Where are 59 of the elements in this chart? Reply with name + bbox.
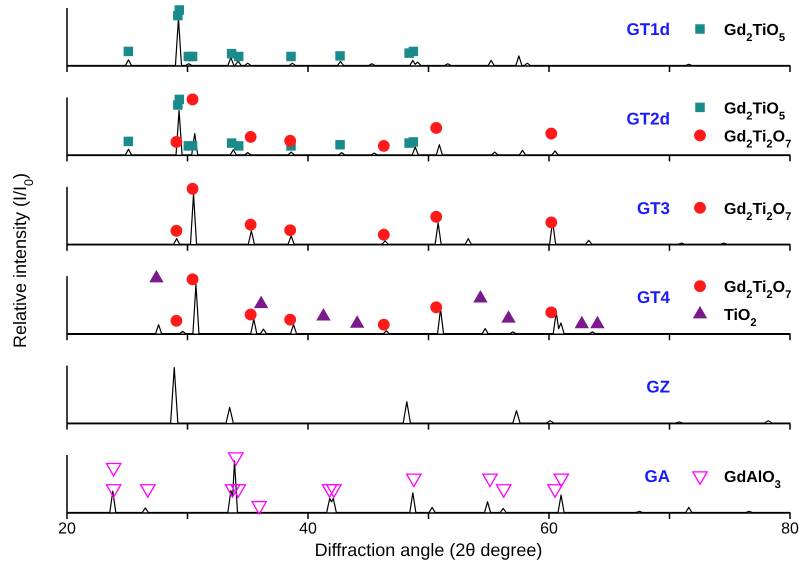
annotation: GT2d (626, 109, 670, 128)
point (378, 228, 390, 241)
point (186, 182, 198, 195)
point (545, 128, 558, 140)
x-axis-title: Diffraction angle (2θ degree) (314, 540, 542, 560)
point (430, 122, 442, 134)
annotation: GT1d (626, 20, 670, 39)
annotation: GT4 (636, 288, 671, 308)
point (124, 46, 134, 56)
point (244, 218, 257, 231)
point (230, 484, 246, 498)
point (106, 462, 122, 477)
point (430, 210, 442, 223)
legend-label: TiO$_{2}$ (724, 307, 757, 330)
point (482, 473, 498, 488)
x-tick-label: 40 (299, 520, 317, 538)
point (186, 93, 198, 106)
point (284, 134, 296, 147)
point (188, 52, 198, 62)
legend-label: Gd$_{2}$Ti$_{2}$O$_{7}$ (724, 128, 792, 150)
point (408, 137, 418, 147)
point (547, 484, 563, 498)
point (284, 224, 296, 236)
point (234, 141, 244, 151)
point (286, 52, 296, 62)
point (378, 140, 390, 152)
point (224, 484, 240, 498)
point (124, 136, 134, 146)
point (335, 51, 345, 61)
point (251, 500, 268, 515)
point (174, 5, 184, 15)
point (335, 140, 345, 150)
x-tick-label: 20 (58, 520, 76, 538)
x-tick-label: 60 (540, 520, 558, 538)
point (234, 52, 244, 62)
point (406, 473, 422, 488)
x-tick-label: 80 (781, 520, 799, 538)
point (170, 136, 182, 148)
legend-label: GdAlO$_{3}$ (724, 469, 781, 491)
point (170, 224, 182, 237)
point (545, 216, 558, 228)
point (496, 484, 512, 498)
legend-label: Gd$_{2}$Ti$_{2}$O$_{7}$ (724, 279, 792, 302)
point (106, 484, 122, 498)
point (140, 484, 156, 498)
point (228, 452, 244, 466)
annotation: GZ (646, 378, 670, 397)
legend-label: Gd$_{2}$TiO$_{5}$ (724, 22, 786, 44)
point (188, 141, 198, 151)
point (174, 94, 184, 104)
legend-label: Gd$_{2}$Ti$_{2}$O$_{7}$ (724, 200, 792, 223)
point (408, 46, 418, 56)
point (244, 131, 257, 143)
point (553, 473, 570, 488)
annotation: GT3 (636, 198, 670, 218)
annotation: GA (644, 467, 670, 486)
point (322, 484, 338, 498)
legend-label: Gd$_{2}$TiO$_{5}$ (724, 100, 786, 122)
point (326, 484, 342, 498)
